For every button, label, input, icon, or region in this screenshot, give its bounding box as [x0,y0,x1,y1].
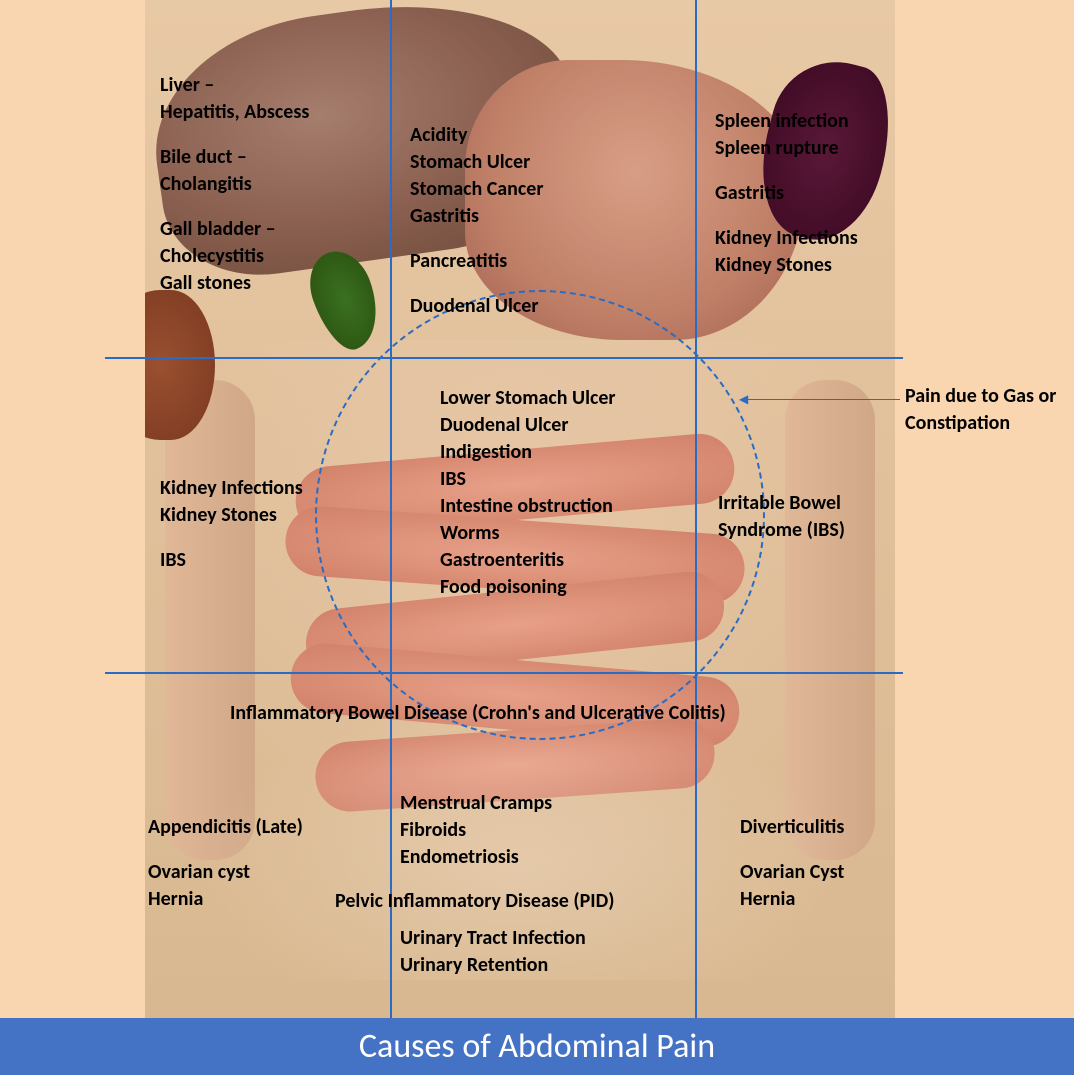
title-bar: Causes of Abdominal Pain [0,1018,1074,1075]
region-mid-left-line: Kidney Stones [160,502,303,529]
region-top-right: Spleen infectionSpleen rupture Gastritis K… [715,108,858,279]
region-bot-mid-upper-line: Menstrual Cramps [400,790,552,817]
region-bot-left-line: Hernia [148,886,303,913]
region-bot-mid-upper: Menstrual CrampsFibroidsEndometriosis [400,790,552,871]
pid-banner: Pelvic Inflammatory Disease (PID) [335,888,733,915]
region-bot-left-line: Ovarian cyst [148,859,303,886]
region-top-mid-line: Duodenal Ulcer [410,293,543,320]
region-top-right-line: Spleen rupture [715,135,858,162]
region-mid-left-line: Kidney Infections [160,475,303,502]
region-top-right-line: Spleen infection [715,108,858,135]
region-bot-left: Appendicitis (Late) Ovarian cystHernia [148,814,303,913]
region-bot-mid-upper-line: Endometriosis [400,844,552,871]
region-top-left-line: Bile duct – [160,144,309,171]
region-mid-mid-line: IBS [440,466,616,493]
region-top-left-line: Cholecystitis [160,243,309,270]
region-mid-mid-line: Food poisoning [440,574,616,601]
region-mid-mid-line: Duodenal Ulcer [440,412,616,439]
region-top-left-line: Gall bladder – [160,216,309,243]
region-top-mid-line: Stomach Cancer [410,176,543,203]
region-top-right-line: Kidney Infections [715,225,858,252]
region-top-mid-line: Gastritis [410,203,543,230]
callout-line [745,399,900,400]
region-mid-mid-line: Intestine obstruction [440,493,616,520]
region-top-left-line: Cholangitis [160,171,309,198]
region-bot-mid-lower-line: Urinary Retention [400,952,586,979]
region-top-mid-line: Pancreatitis [410,248,543,275]
region-top-right-line: Kidney Stones [715,252,858,279]
region-top-left: Liver –Hepatitis, AbscessBile duct –Chol… [160,72,309,297]
region-top-mid-line: Acidity [410,122,543,149]
title-text: Causes of Abdominal Pain [359,1026,715,1067]
region-mid-right-line: Syndrome (IBS) [718,517,845,544]
region-top-left-line: Liver – [160,72,309,99]
region-mid-left: Kidney InfectionsKidney Stones IBS [160,475,303,574]
region-bot-right-line: Hernia [740,886,844,913]
callout-arrow-icon: ◀ [739,392,748,407]
region-top-left-line: Hepatitis, Abscess [160,99,309,126]
region-top-mid-line: Stomach Ulcer [410,149,543,176]
ibd-banner: Inflammatory Bowel Disease (Crohn's and … [230,700,726,727]
region-top-mid: AcidityStomach UlcerStomach CancerGastri… [410,122,543,320]
region-top-right-line: Gastritis [715,180,858,207]
region-bot-left-line: Appendicitis (Late) [148,814,303,841]
region-bot-right-line: Diverticulitis [740,814,844,841]
region-mid-left-line: IBS [160,547,303,574]
region-bot-mid-lower: Urinary Tract InfectionUrinary Retention [400,925,586,979]
region-top-left-line: Gall stones [160,270,309,297]
region-bot-right: Diverticulitis Ovarian CystHernia [740,814,844,913]
region-mid-mid-line: Lower Stomach Ulcer [440,385,616,412]
region-bot-mid-upper-line: Fibroids [400,817,552,844]
callout-text: Pain due to Gas or Constipation [905,383,1065,437]
region-mid-mid-line: Gastroenteritis [440,547,616,574]
region-bot-right-line: Ovarian Cyst [740,859,844,886]
region-mid-mid-line: Worms [440,520,616,547]
region-bot-mid-lower-line: Urinary Tract Infection [400,925,586,952]
region-mid-right: Irritable BowelSyndrome (IBS) [718,490,845,544]
region-mid-mid: Lower Stomach UlcerDuodenal UlcerIndiges… [440,385,616,601]
region-mid-mid-line: Indigestion [440,439,616,466]
region-mid-right-line: Irritable Bowel [718,490,845,517]
